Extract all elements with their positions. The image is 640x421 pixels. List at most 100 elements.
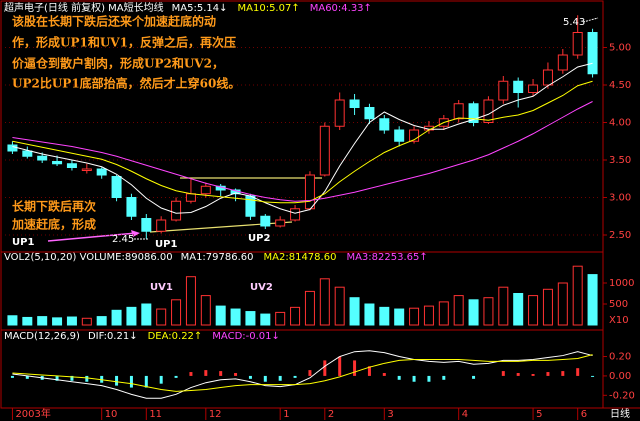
volume-bar: [364, 303, 375, 326]
annotation: 价逼仓到散户割肉，形成UP2和UV2，: [12, 56, 224, 71]
candle-body: [409, 129, 420, 142]
candle-body: [572, 32, 583, 56]
panel-title: MACD(12,26,9): [4, 331, 80, 342]
annotation: UP2: [248, 233, 270, 244]
candle-body: [528, 84, 539, 93]
ma-line: [12, 354, 593, 392]
ma-line: [12, 80, 593, 204]
annotation: 该股在长期下跌后还来个加速赶底的动: [12, 14, 216, 29]
candle-body: [7, 144, 18, 152]
y-tick-label: 1000: [609, 278, 634, 289]
volume-bar: [438, 301, 449, 326]
volume-bar: [379, 306, 390, 326]
volume-bar: [334, 286, 345, 326]
volume-bar: [111, 309, 122, 326]
volume-bar: [528, 295, 539, 326]
volume-bar: [587, 274, 598, 326]
candle-body: [141, 218, 152, 232]
candle-body: [468, 103, 479, 123]
candle-body: [66, 163, 77, 168]
candle-body: [290, 208, 301, 221]
candle-body: [275, 219, 286, 227]
annotation: UV2: [250, 282, 273, 293]
annotation: UV1: [150, 282, 173, 293]
annotation: 5.43: [563, 17, 585, 28]
y-tick-label: 3.50: [609, 155, 631, 166]
candle-body: [498, 80, 509, 101]
volume-bar: [156, 308, 167, 326]
annotation: UP1: [12, 237, 34, 248]
x-tick-label: 4: [462, 409, 468, 420]
annotation: 2.45: [112, 234, 134, 245]
annotation: UP2比UP1底部抬高，然后才上穿60线。: [12, 76, 240, 91]
legend-entry: MA10:5.07↑: [238, 3, 300, 14]
candle-body: [37, 155, 48, 161]
volume-bar: [260, 313, 271, 326]
legend-entry: MACD:-0.01↓: [212, 331, 280, 342]
x-tick-label: 1: [283, 409, 289, 420]
high-pointer: [582, 17, 599, 23]
legend-entry: MA60:4.33↑: [310, 3, 372, 14]
volume-bar: [498, 286, 509, 326]
legend-entry: DEA:0.22↑: [148, 331, 203, 342]
x-tick-label: 2003年: [15, 407, 50, 420]
y-tick-label: 5.00: [609, 43, 631, 54]
volume-bar: [453, 295, 464, 326]
volume-bar: [409, 307, 420, 326]
volume-bar: [290, 306, 301, 326]
candle-body: [185, 193, 196, 202]
volume-bar: [171, 299, 182, 326]
y-tick-label: 0.00: [609, 371, 631, 382]
candle-body: [394, 129, 405, 142]
x-tick-label: 5: [536, 409, 542, 420]
volume-bar: [394, 308, 405, 326]
y-tick-label: 2.50: [609, 230, 631, 241]
volume-bar: [215, 305, 226, 326]
volume-bar: [22, 316, 33, 326]
volume-bar: [513, 293, 524, 326]
volume-bar: [483, 297, 494, 326]
legend-entry: MA1:79786.60: [181, 252, 254, 263]
candle-body: [22, 150, 33, 157]
candle-body: [96, 168, 107, 176]
volume-bar: [275, 311, 286, 326]
candle-body: [364, 107, 375, 120]
period-label: 日线: [610, 407, 630, 420]
candle-body: [557, 54, 568, 71]
volume-bar: [66, 316, 77, 326]
candle-body: [200, 185, 211, 195]
volume-bar: [96, 316, 107, 326]
x-tick-label: 3: [387, 409, 393, 420]
candle-body: [542, 69, 553, 86]
volume-bar: [468, 299, 479, 326]
candle-body: [52, 161, 63, 165]
volume-bar: [245, 311, 256, 326]
volume-bar: [542, 288, 553, 326]
candle-body: [171, 200, 182, 221]
legend-entry: MA3:82253.65↑: [346, 252, 427, 263]
candle-body: [379, 118, 390, 131]
annotation: UP1: [155, 239, 177, 250]
annotation: 长期下跌后再次: [12, 199, 96, 214]
candle-body: [260, 215, 271, 227]
legend-entry: MA2:81478.60: [264, 252, 337, 263]
x-tick-label: 11: [149, 409, 162, 420]
candle-body: [304, 174, 315, 210]
candle-body: [111, 176, 122, 198]
panel-title: VOL2(5,10,20) VOLUME:89086.00: [4, 252, 173, 263]
volume-bar: [81, 317, 92, 326]
candle-body: [319, 125, 330, 176]
y-tick-label: 0.20: [609, 352, 631, 363]
volume-bar: [349, 297, 360, 326]
y-tick-label: 500: [609, 299, 628, 310]
volume-bar: [52, 317, 63, 326]
volume-bar: [423, 305, 434, 326]
y-tick-label: 4.50: [609, 80, 631, 91]
candle-body: [453, 103, 464, 120]
annotation: 作，形成UP1和UV1，反弹之后，再次压: [12, 35, 236, 50]
x-tick-label: 2: [328, 409, 334, 420]
volume-bar: [572, 265, 583, 326]
